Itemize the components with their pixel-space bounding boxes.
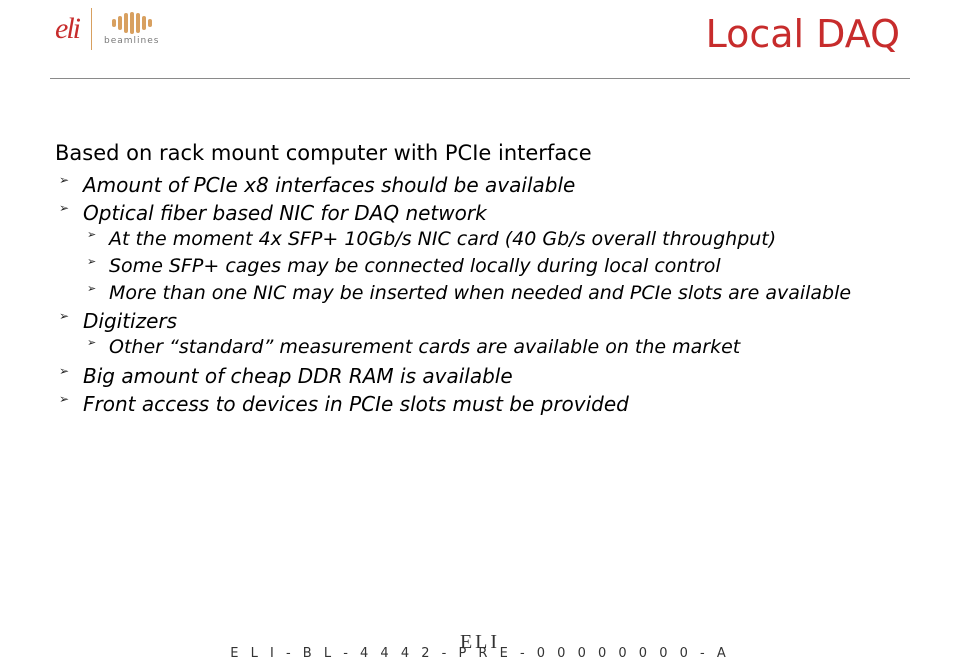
logo-block: eli beamlines bbox=[55, 8, 159, 50]
beamlines-label: beamlines bbox=[104, 36, 159, 46]
bullet-text: Some SFP+ cages may be connected locally… bbox=[109, 255, 721, 277]
list-item: Big amount of cheap DDR RAM is available bbox=[83, 362, 905, 390]
bullet-text: Other “standard” measurement cards are a… bbox=[109, 336, 740, 358]
lead-text: Based on rack mount computer with PCIe i… bbox=[55, 140, 905, 167]
bullet-text: Front access to devices in PCIe slots mu… bbox=[83, 392, 629, 416]
sub-list: Other “standard” measurement cards are a… bbox=[83, 334, 905, 361]
bullet-list: Amount of PCIe x8 interfaces should be a… bbox=[55, 171, 905, 418]
bullet-text: More than one NIC may be inserted when n… bbox=[109, 282, 851, 304]
bullet-text: Amount of PCIe x8 interfaces should be a… bbox=[83, 173, 575, 197]
beamlines-icon bbox=[112, 12, 152, 34]
bullet-text: Digitizers bbox=[83, 309, 177, 333]
slide-title: Local DAQ bbox=[706, 12, 900, 56]
slide: eli beamlines Local DAQ Based on rack mo… bbox=[0, 0, 960, 671]
eli-logo-text: eli bbox=[55, 12, 79, 46]
content: Based on rack mount computer with PCIe i… bbox=[55, 140, 905, 418]
footer-code: E L I - B L - 4 4 4 2 - P R E - 0 0 0 0 … bbox=[0, 646, 960, 661]
list-item: Other “standard” measurement cards are a… bbox=[109, 334, 905, 361]
header-rule bbox=[50, 78, 910, 79]
list-item: At the moment 4x SFP+ 10Gb/s NIC card (4… bbox=[109, 226, 905, 253]
sub-list: At the moment 4x SFP+ 10Gb/s NIC card (4… bbox=[83, 226, 905, 306]
footer: ELI E L I - B L - 4 4 4 2 - P R E - 0 0 … bbox=[0, 631, 960, 661]
list-item: Some SFP+ cages may be connected locally… bbox=[109, 253, 905, 280]
bullet-text: At the moment 4x SFP+ 10Gb/s NIC card (4… bbox=[109, 228, 776, 250]
list-item: More than one NIC may be inserted when n… bbox=[109, 280, 905, 307]
logo-divider bbox=[91, 8, 92, 50]
list-item: Amount of PCIe x8 interfaces should be a… bbox=[83, 171, 905, 199]
header: eli beamlines Local DAQ bbox=[0, 0, 960, 90]
list-item: Digitizers Other “standard” measurement … bbox=[83, 307, 905, 362]
bullet-text: Optical fiber based NIC for DAQ network bbox=[83, 201, 487, 225]
bullet-text: Big amount of cheap DDR RAM is available bbox=[83, 364, 513, 388]
list-item: Front access to devices in PCIe slots mu… bbox=[83, 390, 905, 418]
list-item: Optical fiber based NIC for DAQ network … bbox=[83, 199, 905, 307]
beamlines-logo: beamlines bbox=[104, 12, 159, 46]
